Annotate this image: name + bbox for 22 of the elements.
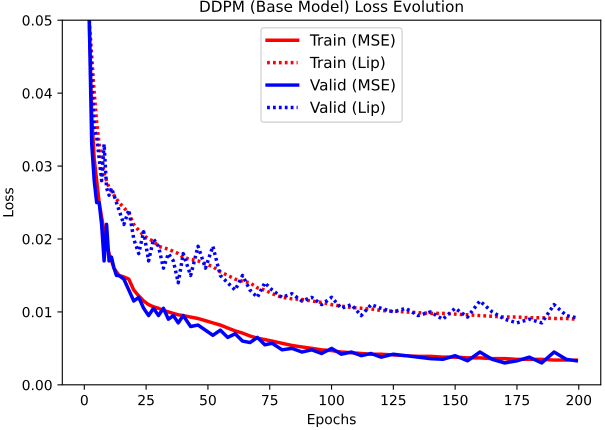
y-tick-label: 0.03 (22, 161, 52, 172)
x-tick-label: 200 (566, 394, 592, 406)
y-axis-title: Loss (3, 188, 14, 216)
legend-label: Valid (MSE) (310, 78, 395, 92)
legend-label: Valid (Lip) (310, 101, 385, 116)
x-tick-label: 50 (200, 394, 216, 406)
x-tick-label: 75 (262, 395, 278, 406)
x-tick-label: 0 (80, 394, 88, 406)
x-tick-label: 125 (382, 394, 406, 406)
y-tick-label: 0.05 (22, 15, 52, 26)
legend-label: Train (Lip) (310, 56, 384, 72)
x-axis-title: Epochs (308, 414, 356, 428)
x-tick-label: 25 (138, 394, 154, 406)
legend-label: Train (MSE) (310, 34, 395, 48)
y-tick-label: 0.04 (22, 88, 52, 99)
x-tick-label: 100 (320, 394, 344, 406)
y-tick-label: 0.00 (22, 380, 52, 390)
x-tick-label: 150 (443, 394, 468, 406)
chart-title: DDPM (Base Model) Loss Evolution (200, 0, 463, 14)
y-tick-label: 0.02 (22, 234, 52, 244)
y-tick-label: 0.01 (22, 306, 52, 318)
x-tick-label: 175 (505, 395, 529, 406)
